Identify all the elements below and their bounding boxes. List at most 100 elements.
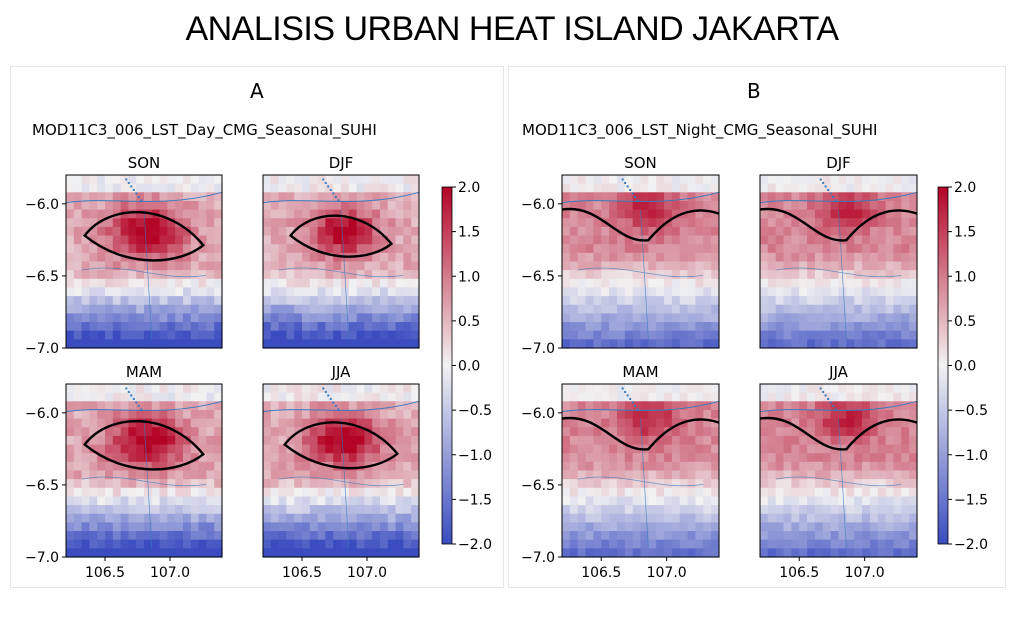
panel-b-cell <box>616 287 626 297</box>
panel-b-cell <box>783 548 792 558</box>
panel-b-cell <box>679 261 689 271</box>
panel-b-cell <box>585 479 594 489</box>
panel-a-cell <box>387 270 397 280</box>
panel-a-cell <box>175 513 184 523</box>
panel-b-cell <box>877 200 887 211</box>
panel-a-cell <box>112 409 122 420</box>
panel-a-cell <box>356 304 365 314</box>
panel-a-cell <box>278 496 287 506</box>
panel-b-cell <box>671 192 681 202</box>
panel-b-cell <box>885 313 895 323</box>
panel-b-cell <box>640 539 649 549</box>
panel-b-cell <box>869 513 879 523</box>
panel-b-cell <box>664 392 673 402</box>
panel-a-cell <box>175 244 184 254</box>
panel-a-cell <box>66 278 75 289</box>
panel-b-cell <box>577 235 587 245</box>
panel-b-cell <box>585 444 594 454</box>
panel-b-cell <box>569 261 579 271</box>
panel-b-cell <box>711 444 720 454</box>
panel-b-cell <box>862 487 871 498</box>
panel-a-cell <box>263 209 272 219</box>
panel-b-cell <box>822 453 832 463</box>
panel-a-cell <box>175 278 184 289</box>
panel-b-cell <box>711 505 720 515</box>
panel-a-cell <box>81 444 90 454</box>
panel-b-cell <box>783 218 792 228</box>
panel-a-cell <box>270 513 280 523</box>
panel-a-cell <box>120 304 129 314</box>
panel-b-cell <box>664 339 673 349</box>
panel-a-cell <box>270 200 280 211</box>
panel-b-cell <box>593 392 602 402</box>
panel-a-cell <box>89 287 98 297</box>
panel-b-cell <box>577 218 587 228</box>
panel-b-cell <box>760 244 769 254</box>
panel-a-cell <box>112 175 122 185</box>
panel-b-cell <box>909 304 918 314</box>
panel-a-cell <box>302 296 311 306</box>
panel-b-cell <box>901 339 910 349</box>
panel-a-cell <box>395 539 404 549</box>
panel-b-cell <box>862 218 871 228</box>
panel-a-cell <box>270 409 280 420</box>
panel-b-cell <box>711 183 720 193</box>
panel-b-cell <box>775 496 785 506</box>
panel-a-cell <box>309 270 319 280</box>
panel-a-cell <box>81 418 90 428</box>
panel-b-cell <box>822 322 832 332</box>
panel-b-cell <box>703 392 712 402</box>
panel-b-cell <box>577 304 587 314</box>
panel-b-cell <box>767 384 777 394</box>
panel-a-cell <box>372 252 381 263</box>
panel-b-cell <box>775 548 785 558</box>
panel-a-cell <box>309 505 319 515</box>
panel-b-cell <box>609 252 618 263</box>
panel-a-cell <box>317 287 326 297</box>
panel-b-cell <box>601 192 610 202</box>
panel-b-cell <box>822 392 832 402</box>
panel-a-cell <box>309 278 319 289</box>
panel-a-cell <box>120 548 129 558</box>
panel-a-cell <box>105 461 114 472</box>
panel-b-cell <box>632 435 642 446</box>
panel-a-cell <box>302 531 311 541</box>
panel-a-cell <box>372 392 381 402</box>
panel-a-cell <box>183 218 192 228</box>
panel-a-cell <box>190 470 200 480</box>
panel-b-cell <box>656 235 665 245</box>
panel-b-cell <box>869 252 879 263</box>
panel-b-cell <box>671 470 681 480</box>
panel-a-cell <box>89 505 98 515</box>
panel-a-cell <box>120 235 129 245</box>
panel-b-cell <box>577 287 587 297</box>
panel-b-cell <box>791 539 800 549</box>
panel-a-cell <box>364 252 373 263</box>
panel-a-cell <box>81 339 90 349</box>
panel-b-cell <box>601 479 610 489</box>
panel-a-cell <box>120 175 129 185</box>
panel-a-cell <box>89 392 98 402</box>
panel-b-cell <box>901 461 910 472</box>
panel-b-cell <box>877 409 887 420</box>
panel-b-cell <box>609 505 618 515</box>
panel-b-cell <box>854 200 863 211</box>
panel-b-cell <box>791 252 800 263</box>
panel-b-cell <box>760 330 769 340</box>
panel-a-island <box>135 401 138 404</box>
panel-a-cell <box>270 261 280 271</box>
panel-b-cell <box>632 470 642 480</box>
panel-a-season-label-djf: DJF <box>329 154 354 172</box>
panel-b-cell <box>562 200 571 211</box>
panel-b-cell <box>648 296 657 306</box>
panel-a-cell <box>151 505 161 515</box>
panel-b-cell <box>814 218 824 228</box>
panel-b-cell <box>569 453 579 463</box>
panel-a-cell <box>159 418 168 428</box>
panel-b-cell <box>569 470 579 480</box>
panel-a-cell <box>144 313 153 323</box>
panel-b-cell <box>671 505 681 515</box>
panel-a-cell <box>341 296 350 306</box>
panel-b-cell <box>711 539 720 549</box>
panel-a-cell <box>167 270 176 280</box>
